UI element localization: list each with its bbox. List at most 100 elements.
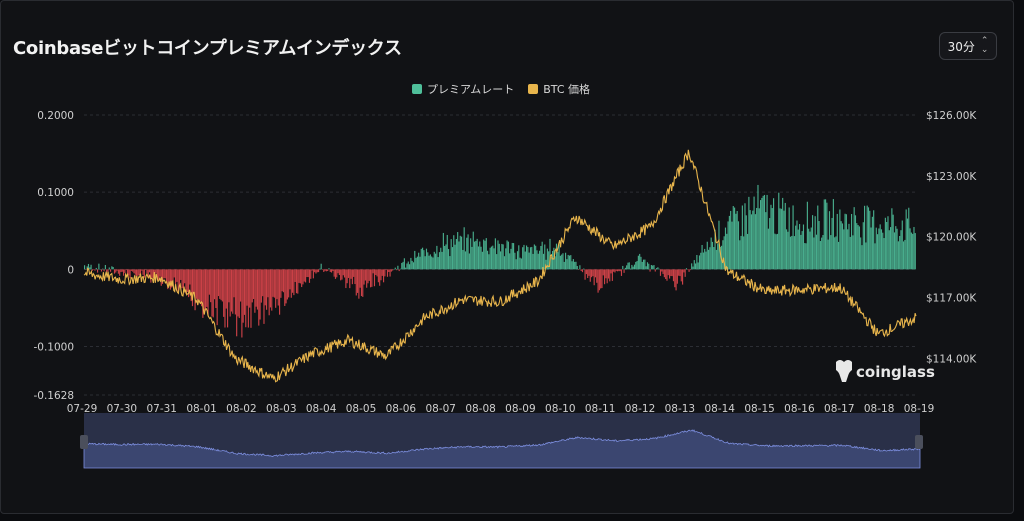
premium-bar	[611, 269, 613, 281]
premium-bar	[783, 210, 785, 270]
premium-bar	[216, 269, 218, 326]
premium-bar	[279, 269, 281, 315]
x-tick-label: 08-05	[346, 403, 377, 415]
premium-bar	[294, 269, 296, 282]
premium-bar	[484, 240, 486, 270]
premium-bar	[186, 269, 188, 293]
premium-bar	[884, 217, 886, 270]
premium-bar	[219, 269, 221, 299]
premium-bar	[420, 248, 422, 270]
premium-bar	[652, 265, 654, 270]
premium-bar	[178, 269, 181, 288]
premium-bar	[514, 252, 516, 270]
premium-bar	[500, 251, 502, 270]
premium-bar	[477, 246, 480, 270]
premium-bar	[195, 269, 197, 299]
premium-bar	[641, 261, 643, 270]
premium-bar	[585, 269, 587, 275]
premium-bar	[232, 269, 234, 314]
premium-bar	[91, 269, 93, 271]
premium-bar	[121, 269, 123, 272]
premium-bar	[717, 243, 719, 270]
premium-bar	[149, 269, 151, 273]
premium-bar	[207, 269, 209, 317]
premium-bar	[242, 269, 244, 323]
premium-bar	[129, 269, 131, 279]
legend-label-premium: プレミアムレート	[426, 83, 515, 96]
premium-bar	[513, 243, 515, 270]
premium-bar	[661, 269, 663, 272]
premium-bar	[852, 235, 854, 270]
premium-bar	[714, 229, 716, 270]
premium-bar	[264, 269, 266, 306]
premium-bar	[793, 236, 795, 270]
range-navigator[interactable]	[80, 413, 923, 469]
premium-bar	[908, 207, 910, 270]
premium-bar	[658, 268, 660, 270]
premium-bar	[134, 269, 136, 275]
premium-bar	[912, 233, 914, 270]
premium-bar	[550, 257, 552, 270]
navigator-handle-left[interactable]	[80, 435, 88, 449]
premium-bar	[581, 269, 584, 273]
chart-legend: プレミアムレート BTC 価格	[1, 81, 1001, 97]
premium-bar	[736, 210, 738, 270]
premium-bar	[406, 263, 408, 270]
premium-bar	[230, 269, 233, 312]
premium-bar	[155, 269, 157, 274]
premium-bar	[341, 269, 343, 280]
interval-select[interactable]: 30分 ⌃ ⌄	[939, 32, 997, 60]
premium-bar	[684, 269, 686, 277]
premium-bar	[691, 263, 693, 270]
premium-bar	[490, 246, 493, 270]
premium-bar	[819, 241, 821, 270]
premium-bar	[451, 247, 454, 270]
premium-bar	[448, 249, 450, 270]
premium-bar	[561, 254, 563, 270]
legend-item-premium[interactable]: プレミアムレート	[411, 81, 515, 97]
premium-bar	[462, 249, 464, 270]
navigator-handle-right[interactable]	[915, 435, 923, 449]
premium-bar	[107, 269, 109, 272]
x-tick-label: 08-11	[585, 403, 616, 415]
premium-bar	[268, 269, 270, 316]
premium-bar	[507, 241, 509, 270]
premium-bar	[606, 269, 608, 284]
premium-bar	[133, 269, 135, 274]
premium-bar	[826, 202, 828, 270]
premium-bar	[670, 269, 672, 277]
premium-bar	[900, 230, 902, 270]
premium-bar	[602, 269, 604, 276]
premium-bar	[286, 269, 288, 300]
premium-bar	[203, 269, 205, 311]
premium-bar	[204, 269, 207, 311]
premium-bar	[429, 254, 431, 270]
premium-bar	[671, 269, 673, 277]
premium-bar	[120, 269, 122, 273]
premium-bar	[124, 269, 126, 273]
premium-bar	[789, 236, 792, 270]
premium-bar	[767, 228, 769, 270]
premium-bar	[176, 269, 178, 282]
premium-bar	[357, 269, 359, 293]
premium-bar	[394, 267, 396, 270]
premium-bar	[319, 268, 321, 270]
premium-bar	[301, 269, 303, 288]
premium-bar	[172, 269, 174, 287]
premium-bar	[202, 269, 204, 318]
premium-bar	[159, 269, 161, 277]
premium-bar	[224, 269, 226, 328]
premium-bar	[734, 207, 736, 270]
premium-bar	[463, 227, 465, 270]
premium-bar	[138, 269, 140, 276]
x-tick-label: 08-10	[545, 403, 576, 415]
premium-bar	[329, 269, 331, 272]
premium-bar	[775, 234, 777, 270]
premium-bar	[615, 269, 617, 271]
premium-bar	[188, 269, 190, 298]
premium-bar	[519, 257, 521, 270]
premium-bar	[423, 250, 425, 270]
premium-bar	[566, 259, 568, 270]
premium-bar	[314, 269, 316, 273]
legend-item-btc[interactable]: BTC 価格	[528, 81, 590, 97]
